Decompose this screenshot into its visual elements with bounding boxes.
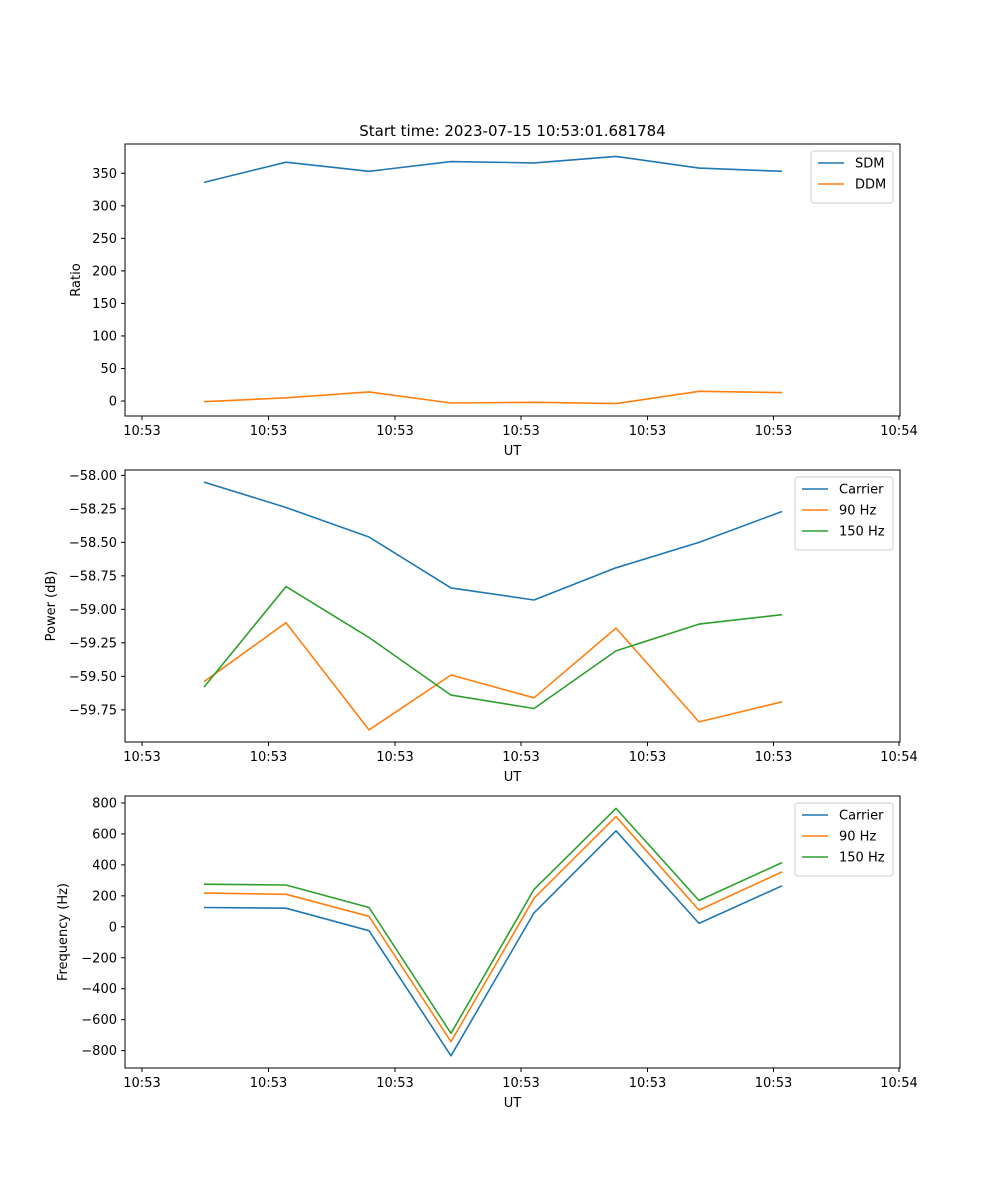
x-tick-label: 10:53 (250, 1076, 287, 1091)
x-tick-label: 10:53 (629, 750, 666, 765)
y-tick-label: 300 (92, 199, 117, 214)
x-tick-label: 10:53 (123, 1076, 160, 1091)
x-tick-label: 10:53 (502, 750, 539, 765)
frequency-panel: 10:53 10:53 10:53 10:53 10:53 10:53 10:54 UT 800… (56, 795, 918, 1111)
y-tick-label: 400 (92, 858, 117, 873)
x-tick-label: 10:53 (250, 750, 287, 765)
y-tick-label: 600 (92, 827, 117, 842)
y-tick-label: −59.75 (69, 703, 117, 718)
y-tick-label: −58.50 (69, 536, 117, 551)
series-line-sdm (203, 155, 783, 184)
legend-label: 150 Hz (839, 851, 885, 866)
series-line-carrier (203, 481, 783, 601)
series-line-90-hz (203, 815, 783, 1043)
x-axis-label: UT (504, 770, 522, 785)
y-tick-label: −200 (81, 951, 117, 966)
y-tick-label: 800 (92, 796, 117, 811)
legend: Carrier 90 Hz 150 Hz (794, 802, 894, 877)
x-tick-label: 10:53 (755, 424, 792, 439)
x-tick-label: 10:53 (629, 424, 666, 439)
y-tick-label: −58.75 (69, 569, 117, 584)
x-tick-label: 10:53 (123, 750, 160, 765)
legend-box (810, 150, 894, 204)
y-tick-label: −58.00 (69, 469, 117, 484)
y-axis-label: Ratio (69, 263, 84, 296)
x-tick-label: 10:53 (502, 424, 539, 439)
y-tick-label: 0 (109, 920, 117, 935)
x-tick-label: 10:54 (880, 424, 917, 439)
y-tick-label: −400 (81, 982, 117, 997)
x-axis-label: UT (504, 444, 522, 459)
y-tick-label: 350 (92, 167, 117, 182)
series-line-ddm (203, 390, 783, 405)
y-tick-label: −59.25 (69, 636, 117, 651)
ratio-panel: 10:53 10:53 10:53 10:53 10:53 10:53 10:54 UT 0 50… (69, 143, 918, 459)
axes-frame (124, 143, 901, 417)
y-axis-label: Frequency (Hz) (56, 883, 71, 981)
x-tick-label: 10:53 (123, 424, 160, 439)
chart-title: Start time: 2023-07-15 10:53:01.681784 (359, 122, 665, 140)
legend-label: Carrier (839, 809, 884, 824)
legend-label: SDM (855, 157, 884, 172)
x-tick-label: 10:53 (755, 1076, 792, 1091)
legend-label: DDM (855, 178, 886, 193)
y-tick-label: −59.50 (69, 670, 117, 685)
x-tick-label: 10:53 (629, 1076, 666, 1091)
y-tick-label: −800 (81, 1044, 117, 1059)
series-line-90-hz (203, 621, 783, 731)
x-tick-label: 10:54 (880, 1076, 917, 1091)
y-tick-label: 50 (100, 362, 117, 377)
legend-label: 90 Hz (839, 830, 876, 845)
y-tick-label: −600 (81, 1013, 117, 1028)
y-tick-label: 0 (109, 395, 117, 410)
series-line-carrier (203, 829, 783, 1057)
x-tick-label: 10:53 (250, 424, 287, 439)
legend-label: 150 Hz (839, 525, 885, 540)
series-line-150-hz (203, 585, 783, 710)
y-axis-label: Power (dB) (44, 571, 59, 642)
legend: SDM DDM (810, 150, 894, 204)
legend-label: Carrier (839, 483, 884, 498)
x-axis-label: UT (504, 1096, 522, 1111)
x-tick-label: 10:53 (755, 750, 792, 765)
x-tick-label: 10:53 (376, 424, 413, 439)
y-tick-label: 250 (92, 232, 117, 247)
legend: Carrier 90 Hz 150 Hz (794, 476, 894, 551)
axes-frame (124, 795, 901, 1069)
axes-frame (124, 469, 901, 743)
y-tick-label: 150 (92, 297, 117, 312)
series-line-150-hz (203, 807, 783, 1035)
x-tick-label: 10:53 (376, 750, 413, 765)
legend-label: 90 Hz (839, 504, 876, 519)
y-tick-label: −58.25 (69, 502, 117, 517)
x-tick-label: 10:53 (502, 1076, 539, 1091)
y-tick-label: 200 (92, 264, 117, 279)
y-tick-label: −59.00 (69, 603, 117, 618)
y-tick-label: 100 (92, 329, 117, 344)
y-tick-label: 200 (92, 889, 117, 904)
x-tick-label: 10:53 (376, 1076, 413, 1091)
x-tick-label: 10:54 (880, 750, 917, 765)
power-panel: 10:53 10:53 10:53 10:53 10:53 10:53 10:54 UT −58… (44, 469, 918, 785)
